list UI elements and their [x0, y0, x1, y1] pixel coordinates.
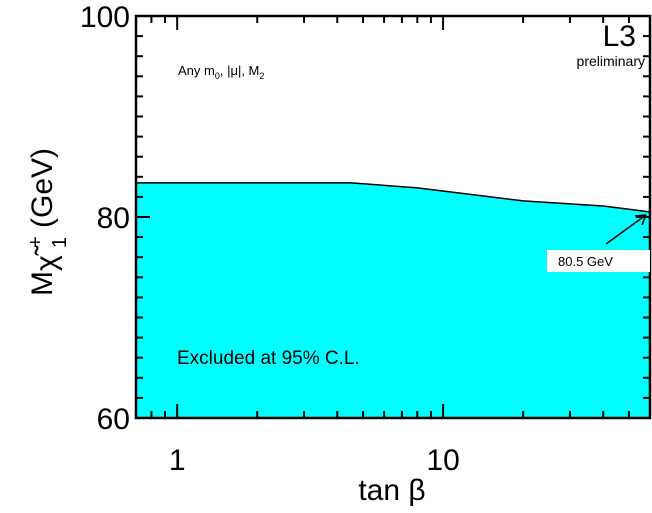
plot-frame	[134, 14, 652, 420]
experiment-label: L3	[603, 20, 636, 53]
excluded-region-label: Excluded at 95% C.L.	[177, 348, 360, 369]
excluded-region	[136, 182, 650, 418]
preliminary-label: preliminary	[577, 53, 645, 69]
x-axis-title: tan β	[358, 474, 425, 507]
y-axis-title-m: M	[26, 271, 59, 296]
y-axis-title-unit: (GeV)	[26, 148, 59, 228]
parameter-note: Any m0, |μ|, M2	[178, 63, 264, 81]
y-tick-label-100: 100	[80, 1, 130, 34]
x-tick-label-10: 10	[426, 444, 459, 477]
y-axis-title-plus: +	[25, 236, 47, 248]
y-tick-label-80: 80	[97, 202, 130, 235]
x-tick-label-1: 1	[169, 444, 186, 477]
annotation-box	[547, 250, 650, 272]
y-axis-title-index: 1	[49, 237, 71, 248]
annotation-arrow-head	[634, 214, 647, 226]
annotation-label: 80.5 GeV	[558, 254, 613, 269]
y-axis-title: M χ̃ + 1 (GeV)	[25, 148, 71, 296]
y-tick-label-60: 60	[97, 403, 130, 436]
annotation-arrow-shaft	[605, 214, 647, 245]
plot-area	[136, 182, 651, 418]
limit-boundary-line	[136, 182, 651, 213]
annotation-arrow	[605, 214, 647, 245]
